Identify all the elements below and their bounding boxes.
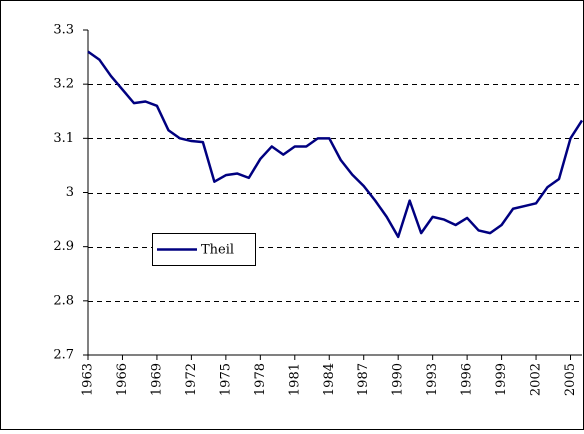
legend-label: Theil (201, 243, 234, 258)
y-tick-label: 2.8 (53, 293, 74, 308)
x-tick-label: 2005 (563, 363, 578, 396)
x-tick-label: 1996 (460, 363, 475, 396)
y-tick-label: 3.1 (53, 131, 74, 146)
x-tick-label: 1993 (425, 363, 440, 396)
y-tick-label: 2.9 (53, 239, 74, 254)
y-tick-label: 3.3 (53, 23, 74, 38)
y-tick-label: 3.2 (53, 77, 74, 92)
y-tick-label: 3 (66, 185, 74, 200)
x-tick-label: 1966 (115, 363, 130, 396)
series-line (87, 50, 584, 239)
x-tick-label: 1987 (356, 363, 371, 396)
x-tick-label: 1969 (149, 363, 164, 396)
y-tick-label: 2.7 (53, 348, 74, 363)
legend: Theil (152, 233, 256, 266)
x-tick-label: 1990 (391, 363, 406, 396)
x-tick-label: 1999 (494, 363, 509, 396)
x-tick-label: 1984 (322, 363, 337, 396)
x-tick-label: 1978 (253, 363, 268, 396)
x-tick-label: 1981 (287, 363, 302, 396)
x-tick-label: 1963 (81, 363, 96, 396)
x-tick-label: 1972 (184, 363, 199, 396)
x-tick-label: 1975 (218, 363, 233, 396)
x-tick-label: 2002 (529, 363, 544, 396)
